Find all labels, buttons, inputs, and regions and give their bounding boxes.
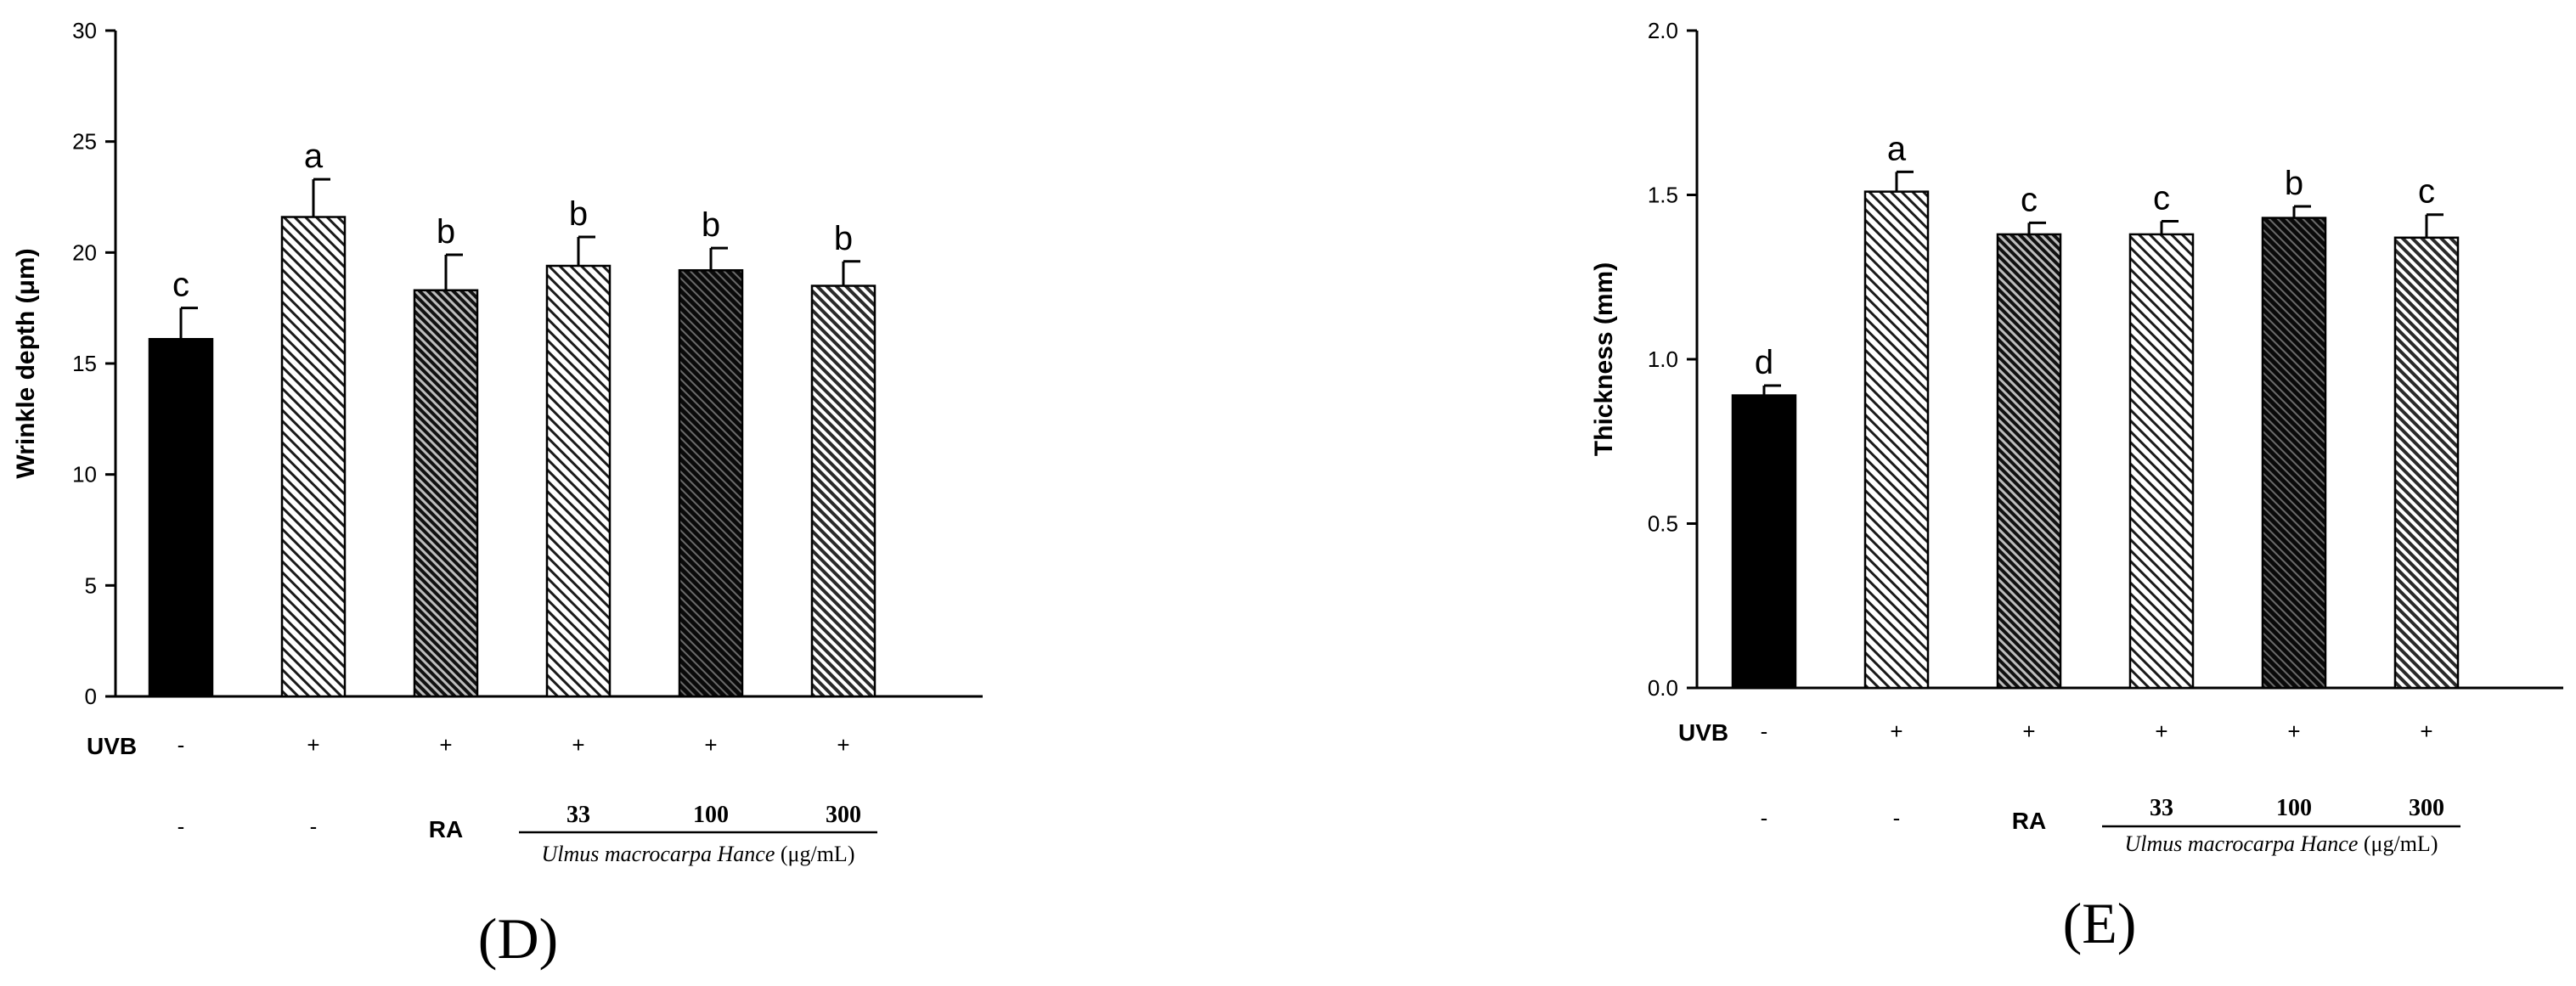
uvb-value: + xyxy=(704,732,717,758)
concentration-label: 300 xyxy=(2409,795,2444,821)
bar xyxy=(280,216,347,698)
uvb-value: + xyxy=(2287,718,2300,744)
y-tick-label: 20 xyxy=(72,239,97,265)
y-tick-label: 0 xyxy=(85,684,97,709)
bar xyxy=(148,338,214,698)
uvb-row-label: UVB xyxy=(87,733,137,759)
uvb-value: + xyxy=(307,732,319,758)
treatment-label: RA xyxy=(2012,808,2046,834)
significance-letter: a xyxy=(1887,130,1907,167)
uvb-value: + xyxy=(1890,718,1902,744)
treatment-label: - xyxy=(1761,805,1768,831)
significance-letter: c xyxy=(172,267,189,304)
concentration-label: 33 xyxy=(566,802,590,828)
significance-letter: c xyxy=(2021,181,2038,218)
uvb-value: + xyxy=(2022,718,2035,744)
bar xyxy=(1996,233,2062,690)
y-tick-label: 0.5 xyxy=(1648,511,1678,537)
bar xyxy=(2128,233,2195,690)
y-tick-label: 30 xyxy=(72,18,97,43)
significance-letter: b xyxy=(569,195,588,233)
significance-letter: d xyxy=(1755,344,1773,381)
chart-panel-e: 0.0 0.5 1.0 1.5 2.0 Thickness (mm) d - - a + - c + RA c… xyxy=(1590,18,2563,955)
bar xyxy=(1863,190,1930,690)
concentration-label: 33 xyxy=(2150,795,2173,821)
significance-letter: c xyxy=(2418,173,2435,211)
treatment-label: - xyxy=(178,814,185,839)
group-label-species: Ulmus macrocarpa Hance xyxy=(2125,831,2359,856)
bar xyxy=(2261,217,2327,690)
group-label-unit: (μg/mL) xyxy=(775,842,854,866)
significance-letter: b xyxy=(702,206,720,244)
group-label-species: Ulmus macrocarpa Hance xyxy=(542,842,775,866)
bar xyxy=(2393,236,2460,690)
uvb-value: + xyxy=(837,732,849,758)
treatment-label: RA xyxy=(429,816,463,842)
concentration-label: 100 xyxy=(693,802,729,828)
treatment-label: - xyxy=(1893,805,1901,831)
y-tick-label: 2.0 xyxy=(1648,18,1678,43)
chart-panel-d: 0 5 10 15 20 25 30 Wrinkle depth (μm) c - - a + - b + RA… xyxy=(12,18,983,971)
bar xyxy=(1731,394,1797,690)
bar xyxy=(810,285,877,698)
y-tick-label: 0.0 xyxy=(1648,675,1678,701)
y-axis-label: Thickness (mm) xyxy=(1590,262,1618,456)
concentration-label: 300 xyxy=(826,802,861,828)
y-tick-label: 1.0 xyxy=(1648,347,1678,372)
significance-letter: c xyxy=(2153,179,2170,217)
y-tick-label: 10 xyxy=(72,462,97,487)
uvb-value: + xyxy=(2420,718,2432,744)
group-label: Ulmus macrocarpa Hance (μg/mL) xyxy=(542,842,855,866)
y-tick-label: 25 xyxy=(72,129,97,155)
significance-letter: a xyxy=(304,138,324,175)
uvb-row-label: UVB xyxy=(1678,719,1728,746)
group-label-unit: (μg/mL) xyxy=(2358,831,2438,856)
y-tick-label: 1.5 xyxy=(1648,183,1678,208)
bar xyxy=(545,264,612,698)
uvb-value: - xyxy=(178,732,185,758)
y-axis-label: Wrinkle depth (μm) xyxy=(12,248,40,478)
significance-letter: b xyxy=(437,213,455,251)
bar xyxy=(678,268,744,698)
uvb-value: + xyxy=(572,732,584,758)
significance-letter: b xyxy=(2285,165,2303,202)
treatment-label: - xyxy=(310,814,318,839)
group-label: Ulmus macrocarpa Hance (μg/mL) xyxy=(2125,831,2438,856)
concentration-label: 100 xyxy=(2276,795,2312,821)
y-tick-label: 5 xyxy=(85,572,97,598)
uvb-value: + xyxy=(439,732,452,758)
uvb-value: - xyxy=(1761,718,1768,744)
y-tick-label: 15 xyxy=(72,351,97,376)
bar xyxy=(413,289,479,698)
panel-label: (E) xyxy=(2063,891,2137,955)
uvb-value: + xyxy=(2155,718,2167,744)
significance-letter: b xyxy=(834,220,853,257)
panel-label: (D) xyxy=(478,906,558,971)
